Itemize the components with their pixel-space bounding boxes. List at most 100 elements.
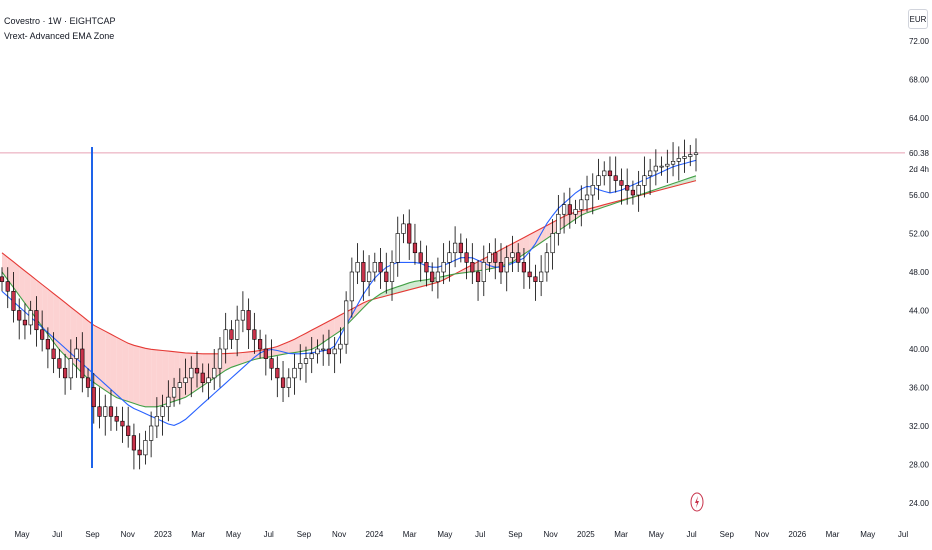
candle-body[interactable]: [171, 387, 177, 398]
candle-body[interactable]: [246, 310, 251, 331]
candle-body[interactable]: [447, 252, 452, 263]
candle-body[interactable]: [590, 185, 595, 196]
candle-body[interactable]: [114, 416, 119, 422]
candle-body[interactable]: [217, 348, 223, 369]
candle-body[interactable]: [464, 252, 469, 263]
candle-body[interactable]: [630, 189, 636, 196]
candle-body[interactable]: [424, 262, 429, 273]
candle-body[interactable]: [613, 175, 618, 181]
candle-body[interactable]: [309, 353, 314, 359]
candle-body[interactable]: [516, 252, 521, 263]
candle-body[interactable]: [235, 319, 240, 340]
candle-body[interactable]: [475, 271, 481, 282]
candle-body[interactable]: [521, 262, 527, 273]
candle-body[interactable]: [470, 262, 475, 273]
candle-body[interactable]: [298, 363, 303, 369]
candle-body[interactable]: [596, 175, 601, 186]
candle-body[interactable]: [648, 170, 653, 177]
candle-body[interactable]: [17, 310, 22, 321]
candle-body[interactable]: [338, 343, 343, 350]
candle-body[interactable]: [625, 185, 630, 191]
candle-body[interactable]: [97, 406, 102, 417]
candle-body[interactable]: [137, 449, 142, 456]
candle-body[interactable]: [458, 242, 463, 254]
candle-body[interactable]: [366, 271, 372, 282]
candle-body[interactable]: [361, 262, 366, 282]
candle-body[interactable]: [292, 367, 297, 379]
candle-body[interactable]: [384, 271, 389, 282]
candle-body[interactable]: [34, 310, 39, 331]
currency-button[interactable]: EUR: [908, 9, 928, 29]
candle-body[interactable]: [240, 310, 245, 321]
candle-body[interactable]: [183, 377, 188, 383]
candle-body[interactable]: [11, 290, 16, 311]
candle-body[interactable]: [378, 262, 383, 273]
candle-body[interactable]: [665, 163, 670, 167]
candle-body[interactable]: [527, 271, 532, 278]
candle-body[interactable]: [435, 271, 441, 282]
candle-body[interactable]: [659, 165, 664, 168]
candle-body[interactable]: [91, 387, 96, 408]
candle-body[interactable]: [533, 276, 538, 282]
candle-body[interactable]: [74, 348, 79, 359]
candle-body[interactable]: [372, 262, 377, 273]
candle-body[interactable]: [349, 271, 354, 302]
price-axis-bg[interactable]: [905, 0, 932, 550]
candle-body[interactable]: [550, 233, 555, 254]
candle-body[interactable]: [682, 156, 687, 159]
mid-ema-line[interactable]: [1, 175, 697, 408]
candle-body[interactable]: [212, 367, 217, 379]
candle-body[interactable]: [149, 425, 154, 441]
time-axis-bg[interactable]: [0, 520, 932, 550]
candle-body[interactable]: [269, 358, 274, 369]
candle-body[interactable]: [619, 180, 624, 186]
candle-body[interactable]: [206, 377, 211, 383]
candle-body[interactable]: [510, 252, 515, 258]
candle-body[interactable]: [45, 339, 50, 350]
candle-body[interactable]: [85, 377, 91, 388]
candle-body[interactable]: [579, 199, 584, 210]
candle-body[interactable]: [28, 310, 33, 326]
candle-body[interactable]: [561, 204, 567, 215]
candle-body[interactable]: [321, 348, 326, 351]
candle-body[interactable]: [355, 262, 360, 273]
candle-body[interactable]: [0, 276, 5, 282]
candle-body[interactable]: [539, 271, 544, 282]
candle-body[interactable]: [504, 257, 509, 273]
candle-body[interactable]: [126, 425, 131, 436]
candle-body[interactable]: [103, 406, 108, 417]
candle-body[interactable]: [108, 406, 114, 417]
candle-body[interactable]: [418, 252, 423, 263]
candle-body[interactable]: [556, 213, 561, 234]
candle-body[interactable]: [57, 358, 62, 369]
candle-body[interactable]: [332, 348, 337, 355]
candle-body[interactable]: [223, 329, 228, 350]
candle-body[interactable]: [80, 348, 85, 379]
fast-ema-line[interactable]: [1, 159, 697, 426]
candle-body[interactable]: [642, 175, 647, 186]
symbol-title[interactable]: Covestro · 1W · EIGHTCAP: [4, 16, 116, 26]
candle-body[interactable]: [263, 348, 268, 359]
candle-body[interactable]: [498, 262, 504, 273]
candle-body[interactable]: [573, 209, 578, 215]
candle-body[interactable]: [68, 358, 73, 379]
candle-body[interactable]: [275, 367, 280, 379]
candle-body[interactable]: [653, 165, 658, 172]
candle-body[interactable]: [154, 416, 159, 427]
candle-body[interactable]: [200, 372, 205, 383]
candle-body[interactable]: [143, 440, 148, 456]
indicator-title[interactable]: Vrext- Advanced EMA Zone: [4, 31, 115, 41]
candle-body[interactable]: [326, 348, 332, 355]
candle-body[interactable]: [189, 367, 194, 379]
candle-body[interactable]: [286, 377, 291, 388]
candle-body[interactable]: [303, 358, 309, 364]
candle-body[interactable]: [544, 252, 549, 273]
candle-body[interactable]: [344, 300, 349, 345]
candle-body[interactable]: [194, 367, 200, 374]
candle-body[interactable]: [40, 329, 45, 340]
candle-body[interactable]: [389, 262, 395, 282]
candle-body[interactable]: [602, 170, 607, 177]
candle-body[interactable]: [401, 223, 406, 234]
